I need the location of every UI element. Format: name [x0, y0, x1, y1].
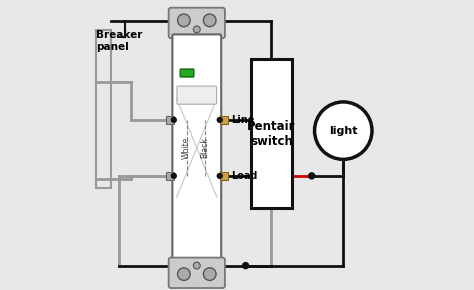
Circle shape	[193, 262, 200, 269]
Circle shape	[193, 26, 200, 33]
Circle shape	[242, 262, 249, 269]
Text: light: light	[329, 126, 357, 136]
Circle shape	[178, 268, 190, 280]
Circle shape	[315, 102, 372, 160]
Bar	[166, 116, 174, 124]
Circle shape	[171, 173, 177, 179]
Bar	[251, 59, 292, 208]
Bar	[220, 172, 228, 180]
FancyBboxPatch shape	[169, 258, 225, 288]
Circle shape	[171, 117, 177, 123]
Circle shape	[217, 173, 223, 179]
FancyBboxPatch shape	[173, 35, 221, 261]
Bar	[220, 116, 228, 124]
Circle shape	[308, 172, 315, 180]
Circle shape	[203, 14, 216, 27]
Text: Load: Load	[231, 171, 257, 181]
Bar	[96, 30, 110, 188]
Circle shape	[203, 268, 216, 280]
FancyBboxPatch shape	[169, 8, 225, 38]
Text: White: White	[182, 137, 191, 159]
Text: Breaker
panel: Breaker panel	[96, 30, 143, 52]
Circle shape	[217, 117, 223, 123]
Text: Black: Black	[201, 137, 210, 158]
Text: Line: Line	[231, 115, 254, 125]
Bar	[166, 172, 174, 180]
Text: Pentair
switch: Pentair switch	[247, 119, 296, 148]
Circle shape	[178, 14, 190, 27]
FancyBboxPatch shape	[180, 69, 194, 77]
FancyBboxPatch shape	[177, 86, 217, 104]
